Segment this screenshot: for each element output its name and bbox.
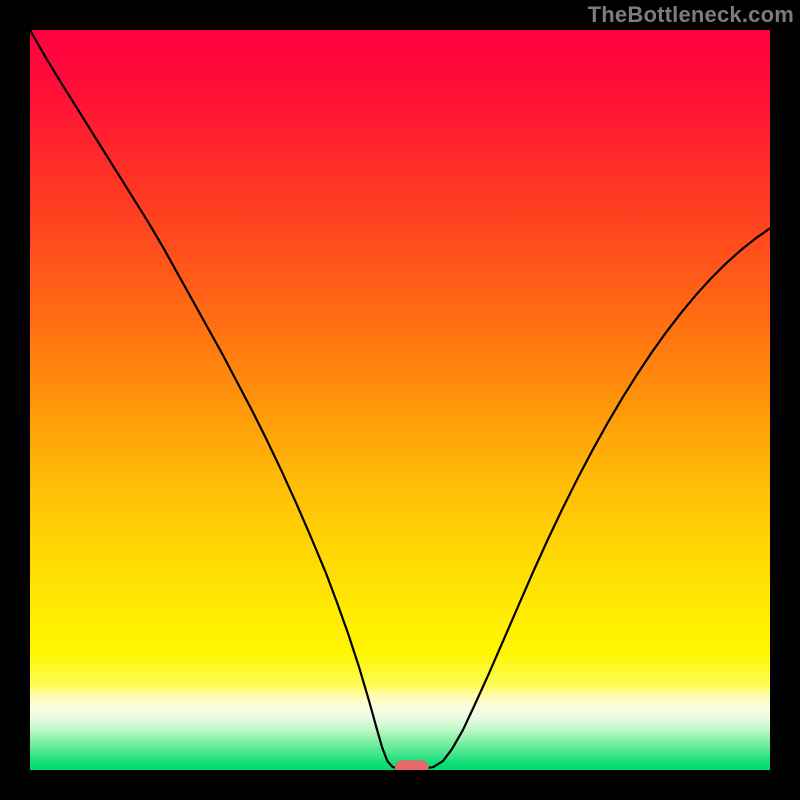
plot-background (30, 30, 770, 770)
chart-svg (0, 0, 800, 800)
current-point-marker (395, 760, 429, 775)
chart-stage: TheBottleneck.com (0, 0, 800, 800)
watermark-text: TheBottleneck.com (588, 2, 794, 28)
